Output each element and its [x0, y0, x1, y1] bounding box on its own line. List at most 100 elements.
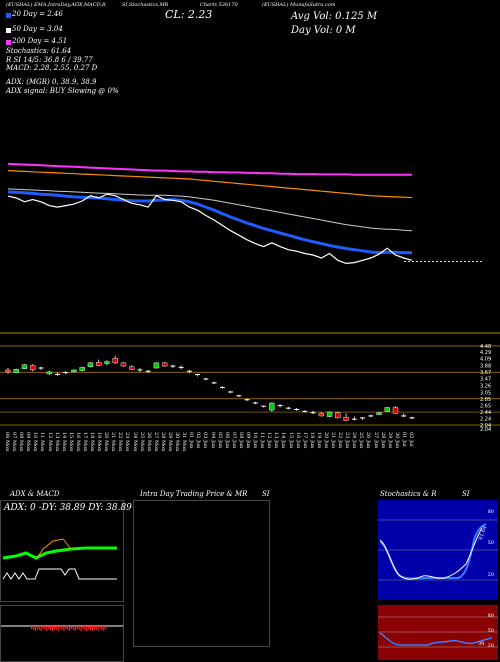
- chart-title-center: SI,Stochastics,MR: [122, 2, 169, 8]
- price-tick-label: 2.44: [480, 410, 491, 416]
- candle: [269, 402, 275, 412]
- date-tick-label: 11 Jun: [259, 432, 266, 449]
- price-tick-label: 4.48: [480, 344, 491, 350]
- candle: [178, 365, 184, 370]
- candle: [401, 413, 407, 418]
- candle: [87, 362, 94, 368]
- macd-bar: [65, 626, 67, 629]
- macd-bar: [99, 626, 101, 629]
- date-tick-label: 05 Jun: [216, 432, 223, 449]
- candle-body: [87, 362, 94, 367]
- macd-histogram: [31, 626, 107, 631]
- macd-bar: [88, 626, 90, 629]
- close-price-label: CL: 2.23: [165, 8, 213, 21]
- candle: [244, 398, 250, 402]
- macd-bar: [74, 626, 76, 631]
- candle: [261, 405, 267, 408]
- stoch-slow-line: [379, 527, 483, 580]
- macd-bar: [69, 626, 71, 631]
- macd-bar: [95, 626, 97, 630]
- candle: [203, 377, 209, 381]
- date-tick-label: 09 Mon: [25, 432, 32, 452]
- stochastics-panel: 80 50 20 61.64: [378, 500, 498, 600]
- price-tick-label: 2.04: [480, 427, 491, 433]
- date-tick-label: 28 Jun: [379, 432, 386, 449]
- candle: [252, 401, 258, 405]
- price-tick-label: 3.88: [480, 363, 491, 369]
- ema20-legend-swatch: [6, 13, 11, 18]
- macd-bar: [91, 626, 93, 631]
- candle: [219, 386, 225, 389]
- intraday-panel-title: Intra Day Trading Price & MR: [140, 490, 248, 498]
- candle: [236, 394, 242, 398]
- macd-bar: [59, 626, 61, 629]
- macd-bar: [32, 626, 35, 630]
- date-tick-label: 24 Jun: [351, 432, 358, 449]
- macd-bar: [38, 626, 40, 630]
- candle-body: [384, 407, 390, 412]
- intraday-panel: [133, 500, 270, 647]
- candle: [318, 412, 325, 417]
- date-tick-label: 16 Jun: [294, 432, 301, 449]
- date-tick-label: 21 Mon: [110, 432, 117, 452]
- date-tick-label: 29 Mon: [167, 432, 174, 452]
- candle: [137, 368, 143, 372]
- date-tick-label: 07 Jun: [230, 432, 237, 449]
- macd-bar: [61, 626, 63, 630]
- date-axis: 06 Mon 07 Mon 08 Mon 09 Mon 10 Mon 11 Mon 12 M…: [0, 430, 500, 490]
- candle-body: [376, 412, 382, 415]
- date-tick-label: 09 Jun: [244, 432, 251, 449]
- date-tick-label: 27 Jun: [372, 432, 379, 449]
- macd-panel: [0, 605, 124, 662]
- date-tick-label: 10 Jun: [252, 432, 259, 449]
- date-tick-label: 13 Mon: [53, 432, 60, 452]
- candle: [5, 368, 11, 374]
- day-vol-label: Day Vol: 0 M: [291, 25, 356, 36]
- avg-vol-label: Avg Vol: 0.125 M: [291, 11, 378, 22]
- rsi-value-line: R SI 14/5: 36.8 6 / 39.77: [6, 56, 93, 64]
- candle: [294, 408, 300, 411]
- date-tick-label: 10 Mon: [32, 432, 39, 452]
- macd-bar: [50, 626, 52, 630]
- date-tick-label: 14 Mon: [60, 432, 67, 452]
- candle-body: [318, 413, 325, 417]
- macd-bar: [48, 626, 50, 629]
- price-tick-label: 3.05: [480, 390, 491, 396]
- candle: [112, 355, 118, 365]
- price-tick-label: 2.24: [480, 417, 491, 423]
- price-tick-label: 2.85: [480, 397, 491, 403]
- macd-bar: [93, 626, 95, 629]
- candle: [161, 362, 168, 367]
- date-tick-label: 06 Jun: [223, 432, 230, 449]
- rsi-value-label: 39: [478, 641, 485, 647]
- candle: [302, 410, 308, 413]
- candle: [376, 412, 382, 416]
- ema200-legend: 200 Day = 4.51: [12, 37, 68, 45]
- candle-body: [161, 362, 168, 367]
- macd-bar: [89, 626, 92, 630]
- candle: [277, 404, 283, 408]
- candle: [368, 414, 374, 418]
- date-tick-label: 22 Jun: [337, 432, 344, 449]
- price-chart: 4.484.294.093.883.673.473.263.052.852.65…: [0, 162, 500, 433]
- date-tick-label: 26 Mon: [145, 432, 152, 452]
- date-tick-label: 31 Mon: [181, 432, 188, 452]
- candle-body: [153, 362, 160, 369]
- chart-title-left: (KUSHAL) EMA,IntraDay,ADX,MACD,R: [6, 2, 106, 8]
- candle-body: [128, 366, 135, 370]
- adx-signal-line: ADX signal: BUY Slowing @ 0%: [6, 87, 119, 95]
- candle: [128, 365, 135, 370]
- rsi-axis-20: 20: [487, 643, 494, 649]
- adx-panel-title: ADX & MACD: [10, 490, 60, 498]
- macd-bar: [67, 626, 69, 630]
- date-tick-label: 19 Mon: [96, 432, 103, 452]
- date-tick-label: 01 Jul: [400, 432, 407, 447]
- macd-bar: [103, 626, 105, 631]
- stoch-panel-title: Stochastics & R: [380, 490, 437, 498]
- stoch-axis-20: 20: [487, 572, 494, 578]
- macd-bar: [82, 626, 84, 629]
- date-tick-label: 27 Mon: [152, 432, 159, 452]
- date-tick-label: 23 Jun: [344, 432, 351, 449]
- stoch-panel-si: SI: [462, 490, 470, 498]
- candle: [228, 390, 234, 394]
